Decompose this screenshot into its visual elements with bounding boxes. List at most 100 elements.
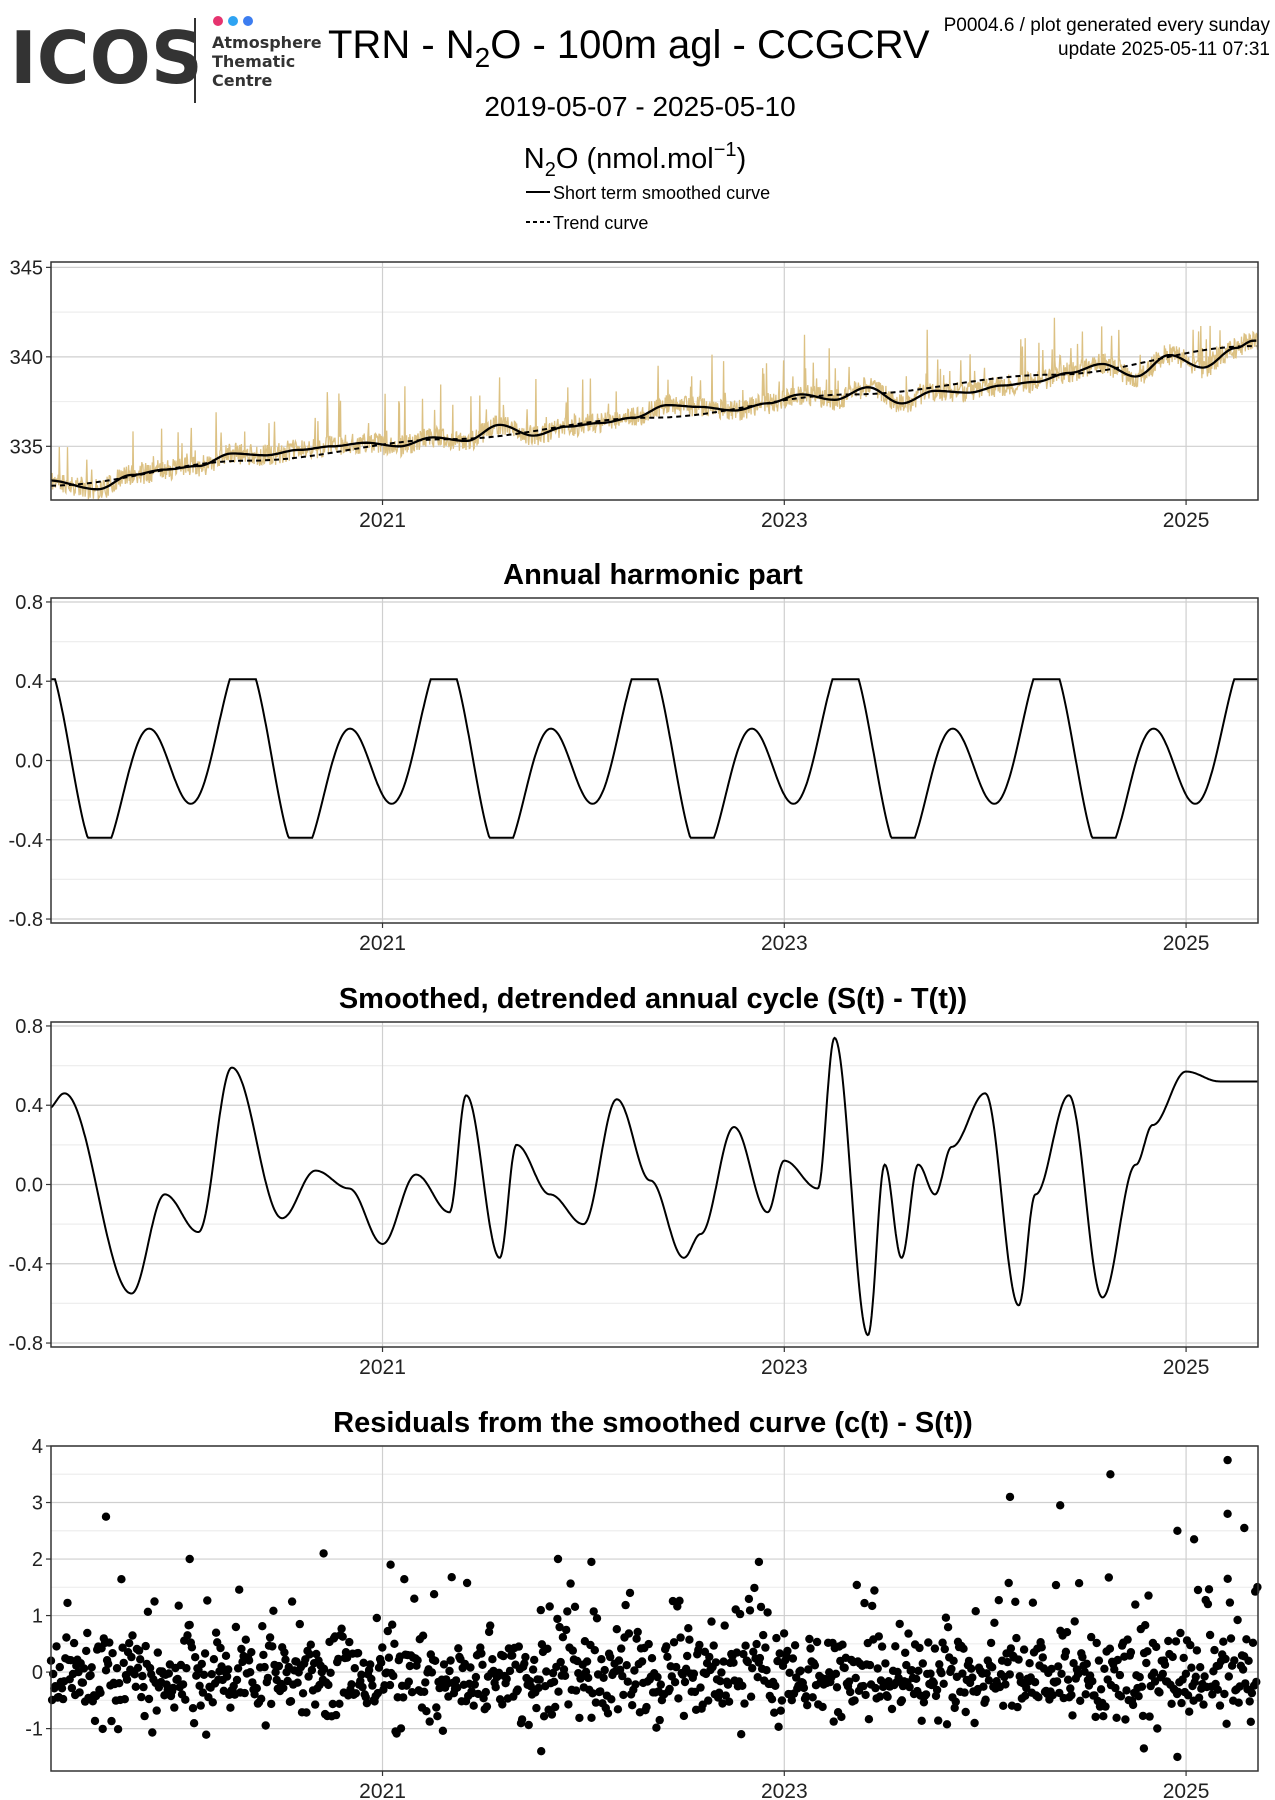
residual-point [865, 1660, 875, 1670]
residual-point [873, 1664, 882, 1673]
residual-point [1238, 1665, 1248, 1674]
residual-point [941, 1613, 951, 1622]
detrended-curve [50, 1036, 1258, 1337]
residual-point [1067, 1690, 1076, 1700]
residual-point [67, 1683, 77, 1693]
residual-outlier-point [553, 1554, 563, 1564]
residual-point [959, 1644, 968, 1653]
residual-point [1205, 1630, 1215, 1640]
residual-point [684, 1624, 693, 1633]
residual-point [837, 1712, 846, 1722]
residual-point [711, 1658, 721, 1667]
residual-point [1242, 1635, 1251, 1644]
residual-point [260, 1662, 269, 1672]
residual-point [958, 1669, 967, 1678]
x-tick-label: 2021 [359, 509, 406, 532]
residual-point [1186, 1640, 1195, 1650]
residual-point [748, 1664, 757, 1673]
residual-point [669, 1638, 679, 1647]
residual-point [502, 1674, 511, 1684]
logo-dot-icon [228, 16, 238, 26]
residual-point [622, 1661, 631, 1670]
residual-point [203, 1596, 212, 1605]
residual-point [744, 1594, 754, 1604]
residual-point [170, 1703, 179, 1712]
residual-point [796, 1666, 805, 1675]
residual-point [128, 1631, 137, 1640]
residual-point [535, 1675, 544, 1684]
residual-point [1204, 1585, 1214, 1594]
residual-point [113, 1725, 123, 1734]
residual-point [860, 1598, 869, 1608]
residual-point [312, 1649, 321, 1659]
residual-point [1112, 1713, 1121, 1723]
panel-frame [50, 261, 1259, 501]
residual-outlier-point [386, 1560, 395, 1569]
residual-point [630, 1666, 639, 1675]
residual-point [484, 1627, 494, 1637]
residual-point [410, 1594, 419, 1603]
residual-outlier-point [1139, 1744, 1149, 1753]
residual-point [216, 1643, 225, 1653]
residual-point [117, 1575, 126, 1584]
residual-point [1126, 1648, 1136, 1657]
residual-point [741, 1641, 750, 1650]
residual-point [562, 1625, 571, 1635]
x-tick-label: 2023 [761, 932, 808, 955]
residual-point [618, 1671, 627, 1681]
panel-residuals: -1 0 1 2 3 4 2021 2023 2025 [25, 1436, 1262, 1800]
residual-point [772, 1633, 781, 1643]
residual-point [1219, 1637, 1228, 1646]
residual-outlier-point [1223, 1455, 1232, 1465]
residual-point [1001, 1680, 1010, 1689]
residual-point [328, 1699, 337, 1709]
residual-point [226, 1703, 235, 1712]
residual-point [257, 1694, 266, 1704]
residual-point [575, 1713, 584, 1723]
residual-point [486, 1621, 495, 1630]
y-tick-label: 1 [32, 1606, 43, 1628]
residual-point [1091, 1712, 1100, 1722]
residual-point [478, 1660, 487, 1670]
residual-point [570, 1602, 580, 1612]
residual-point [716, 1677, 725, 1686]
residual-point [268, 1642, 277, 1651]
residual-point [1248, 1638, 1258, 1648]
residual-point [543, 1644, 552, 1654]
residual-point [1096, 1685, 1106, 1694]
residual-point [1004, 1578, 1013, 1588]
y-tick-label: 3 [32, 1493, 43, 1515]
residual-point [420, 1687, 429, 1697]
residual-point [1066, 1684, 1075, 1693]
residual-point [1122, 1686, 1131, 1695]
residual-point [530, 1655, 539, 1665]
residual-point [897, 1696, 907, 1705]
residual-outlier-point [537, 1747, 546, 1756]
residual-point [209, 1655, 219, 1664]
residual-point [1200, 1672, 1209, 1681]
residual-point [870, 1586, 879, 1595]
residual-point [986, 1638, 996, 1648]
residual-point [144, 1694, 154, 1704]
residual-point [564, 1700, 573, 1709]
residual-point [1062, 1628, 1072, 1637]
residual-point [191, 1653, 200, 1662]
residual-point [267, 1699, 276, 1709]
residual-point [491, 1683, 500, 1692]
panel-title-harmonic: Annual harmonic part [503, 559, 803, 591]
residual-point [287, 1597, 297, 1606]
residual-point [445, 1666, 454, 1676]
residual-point [771, 1681, 780, 1691]
residual-point [359, 1658, 368, 1668]
residual-point [864, 1715, 874, 1724]
residual-point [1153, 1724, 1162, 1733]
panel-frame [50, 597, 1259, 924]
residual-point [799, 1683, 809, 1693]
residual-point [596, 1687, 605, 1696]
residual-point [685, 1635, 694, 1644]
residual-point [418, 1631, 428, 1640]
residual-point [1068, 1711, 1077, 1720]
residual-point [939, 1679, 948, 1689]
residual-point [399, 1693, 408, 1702]
residual-point [431, 1656, 440, 1666]
